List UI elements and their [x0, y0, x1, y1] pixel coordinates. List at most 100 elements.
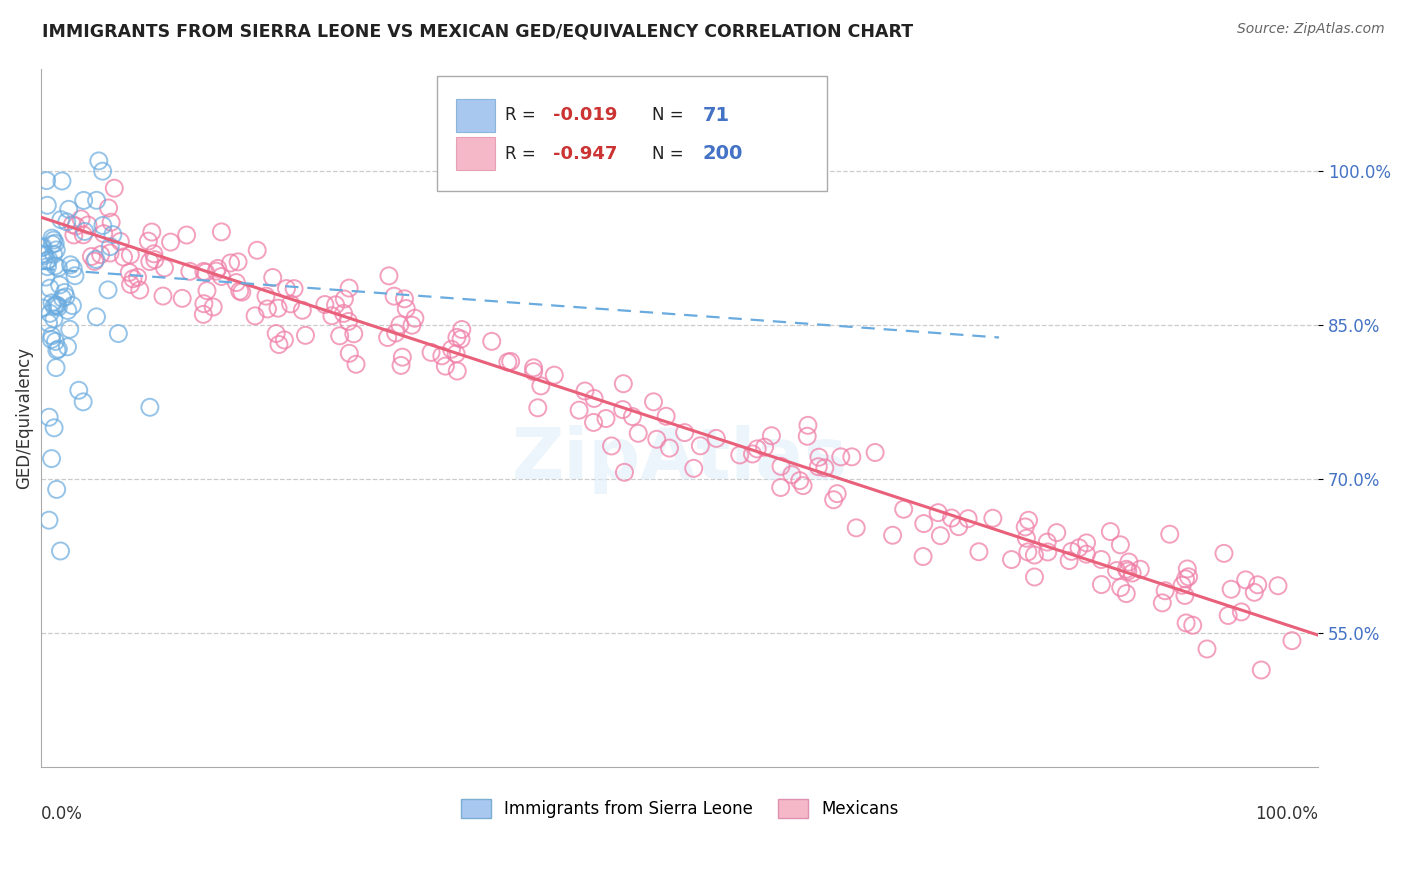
Point	[582, 416, 605, 430]
Point	[1115, 586, 1137, 600]
Point	[747, 442, 769, 456]
Point	[118, 265, 141, 279]
Point	[246, 244, 269, 258]
Point	[231, 285, 253, 299]
Point	[1171, 578, 1194, 592]
Point	[1154, 583, 1177, 598]
Text: R =: R =	[505, 145, 541, 162]
Point	[543, 368, 565, 383]
Point	[84, 252, 107, 267]
Point	[1174, 589, 1197, 603]
Point	[276, 282, 298, 296]
Point	[31, 241, 53, 255]
Point	[120, 277, 142, 292]
Point	[159, 235, 181, 249]
Point	[30, 247, 52, 261]
Point	[446, 330, 468, 344]
Point	[1109, 581, 1132, 595]
Point	[51, 291, 73, 305]
Point	[882, 528, 904, 542]
Point	[1067, 541, 1090, 555]
Point	[101, 227, 124, 242]
Point	[645, 432, 668, 446]
Point	[377, 330, 399, 344]
Point	[262, 270, 284, 285]
Point	[1060, 544, 1083, 558]
Point	[112, 250, 135, 264]
Point	[807, 450, 830, 465]
Point	[600, 439, 623, 453]
Point	[314, 297, 336, 311]
Point	[128, 283, 150, 297]
Point	[45, 298, 67, 312]
Point	[613, 465, 636, 479]
Point	[1250, 663, 1272, 677]
Point	[1017, 545, 1039, 559]
Point	[37, 260, 59, 274]
Point	[72, 227, 94, 242]
Point	[728, 448, 751, 462]
Point	[450, 332, 472, 346]
Point	[523, 365, 546, 379]
Point	[60, 299, 83, 313]
Point	[741, 447, 763, 461]
Point	[1105, 564, 1128, 578]
Point	[41, 237, 63, 252]
Point	[1234, 573, 1257, 587]
Text: N =: N =	[652, 145, 689, 162]
Point	[38, 316, 60, 330]
Point	[754, 440, 776, 454]
Point	[444, 347, 467, 361]
Point	[595, 411, 617, 425]
Point	[41, 328, 63, 343]
Point	[391, 350, 413, 364]
Point	[395, 301, 418, 316]
Point	[267, 337, 290, 351]
Point	[761, 428, 783, 442]
Point	[574, 384, 596, 398]
Point	[1036, 535, 1059, 549]
Point	[523, 360, 546, 375]
Point	[195, 284, 218, 298]
Text: 71: 71	[703, 106, 730, 125]
Point	[1099, 524, 1122, 539]
Point	[434, 359, 457, 373]
Point	[388, 318, 411, 332]
Point	[38, 410, 60, 425]
Point	[93, 227, 115, 241]
Point	[42, 233, 65, 247]
Point	[430, 349, 453, 363]
Point	[202, 300, 225, 314]
Point	[103, 181, 125, 195]
Point	[41, 231, 63, 245]
Text: Source: ZipAtlas.com: Source: ZipAtlas.com	[1237, 22, 1385, 37]
Point	[1076, 547, 1098, 561]
Point	[823, 492, 845, 507]
Point	[122, 272, 145, 286]
Point	[127, 270, 149, 285]
Point	[152, 289, 174, 303]
Point	[780, 467, 803, 482]
Point	[73, 194, 96, 208]
Point	[110, 235, 132, 249]
Point	[264, 326, 287, 341]
Point	[42, 247, 65, 261]
Point	[1090, 552, 1112, 566]
Point	[1175, 615, 1198, 630]
Point	[1181, 618, 1204, 632]
Point	[209, 225, 232, 239]
Point	[1243, 585, 1265, 599]
Point	[321, 309, 343, 323]
Point	[70, 211, 93, 226]
Point	[1076, 536, 1098, 550]
Point	[267, 301, 290, 315]
Point	[49, 544, 72, 558]
Point	[35, 173, 58, 187]
Point	[420, 345, 443, 359]
Point	[41, 333, 63, 347]
Point	[176, 228, 198, 243]
Point	[86, 194, 108, 208]
Point	[643, 394, 665, 409]
Point	[193, 264, 215, 278]
Point	[1000, 552, 1022, 566]
